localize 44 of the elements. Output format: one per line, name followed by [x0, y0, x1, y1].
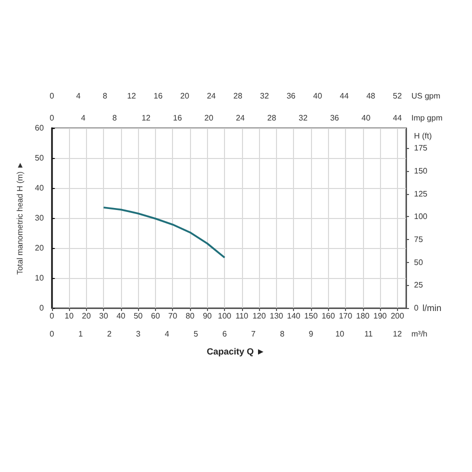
x-tick-label: 150: [304, 312, 318, 320]
y2-tick-label: 25: [414, 280, 424, 290]
y-tick-label: 40: [34, 184, 44, 192]
y2-tick-label: 175: [414, 144, 428, 153]
y-tick-label: 20: [34, 244, 44, 252]
text: 0 4 8 12 16 20 24 28 32 36 40 44 Imp gpm: [50, 114, 442, 122]
x-tick-label: 40: [116, 312, 126, 320]
x-tick-label: 20: [82, 312, 92, 320]
y2-tick-label: 125: [414, 189, 428, 198]
x-tick-label: 90: [202, 312, 212, 320]
line-series: [102, 206, 226, 258]
y-tick-label: 10: [34, 274, 44, 282]
y2-tick-label: 75: [414, 234, 424, 244]
y-tick-label: 50: [34, 154, 44, 162]
y2-tick-label: 0: [414, 304, 419, 312]
y2-axis-title: H (ft): [414, 132, 432, 140]
x-tick-label: 10: [64, 312, 74, 320]
x-tick-label: 50: [134, 312, 144, 320]
x-tick-label: 200: [390, 312, 405, 320]
y2-tick-label: 100: [414, 212, 428, 222]
x-tick-label: 120: [252, 312, 266, 320]
x-tick-label: 170: [338, 312, 353, 320]
text: 0 4 8 12 16 20 24 28 32 36 40 44 48 52 US gpm: [50, 92, 440, 100]
x-tick-label: 110: [235, 312, 249, 320]
x-tick-label: 190: [373, 312, 388, 320]
x-axis-title: l/min: [422, 303, 442, 313]
x-tick-label: 100: [218, 312, 232, 320]
x-tick-label: 140: [287, 312, 301, 320]
y-tick-label: 30: [34, 214, 44, 222]
y2-tick-label: 50: [414, 258, 424, 267]
text: Capacity Q ►: [206, 346, 266, 356]
x-tick-label: 160: [322, 312, 336, 320]
x-tick-label: 30: [99, 312, 109, 320]
x-tick-label: 60: [151, 312, 160, 320]
x-tick-label: 80: [186, 312, 196, 320]
x-tick-label: 0: [50, 312, 55, 320]
x-tick-label: 130: [270, 312, 284, 320]
x-tick-label: 180: [356, 312, 370, 320]
text: 0 1 2 3 4 5 6 7 8 9 10 11 12 m³/h: [50, 330, 428, 338]
y2-tick-label: 150: [414, 166, 428, 176]
x-tick-label: 70: [168, 312, 178, 320]
y-axis-title: Total manometric head H (m) ►: [16, 161, 24, 275]
y-tick-label: 60: [34, 124, 44, 132]
y-tick-label: 0: [39, 304, 44, 312]
